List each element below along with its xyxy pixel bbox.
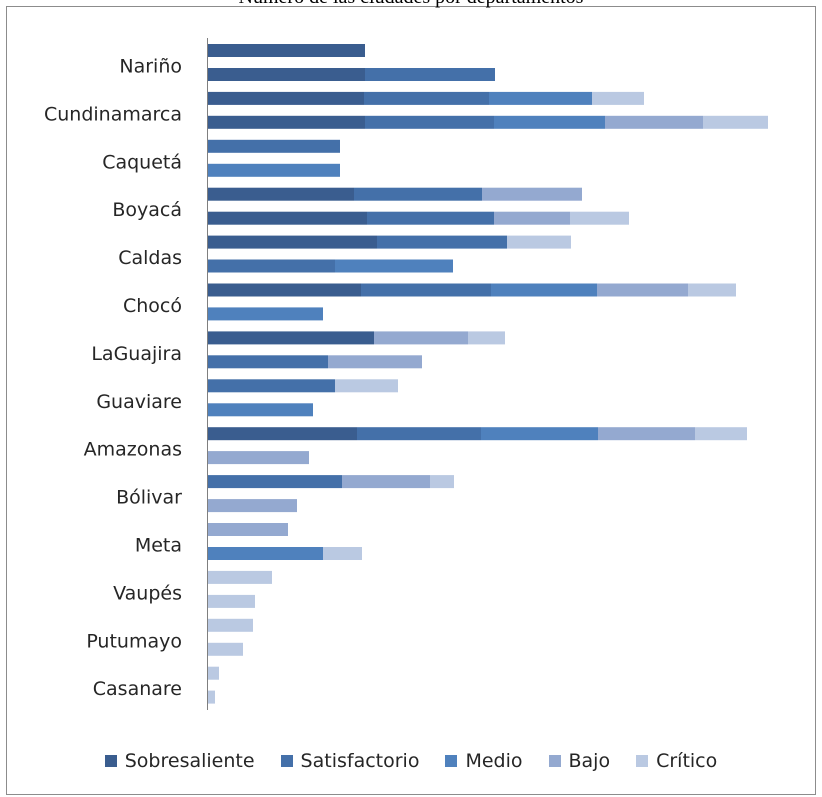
bar-segment-medio (208, 403, 313, 416)
bar-segment-bajo (374, 331, 468, 344)
legend-label: Satisfactorio (301, 750, 420, 772)
bar-segment-sobresaliente (208, 331, 374, 344)
bar-segment-satisfactorio (208, 140, 340, 153)
bar-segment-critico (695, 427, 747, 440)
bar-segment-bajo (208, 523, 288, 536)
legend-swatch (281, 755, 293, 767)
legend-label: Sobresaliente (125, 750, 255, 772)
bar-segment-medio (208, 307, 323, 320)
bar-segment-sobresaliente (208, 116, 365, 129)
legend-item: Satisfactorio (281, 750, 420, 772)
category-label: Putumayo (86, 630, 182, 652)
bar-segment-critico (208, 691, 215, 704)
category-label: Cundinamarca (44, 103, 182, 125)
bar-segment-satisfactorio (377, 236, 507, 249)
bar-segment-satisfactorio (208, 355, 328, 368)
bar-segment-critico (507, 236, 571, 249)
bar-segment-satisfactorio (354, 188, 482, 201)
bar-segment-critico (430, 475, 454, 488)
legend: Sobresaliente Satisfactorio Medio Bajo Críti… (0, 750, 822, 772)
legend-item: Medio (445, 750, 522, 772)
legend-item: Crítico (636, 750, 717, 772)
bar-segment-sobresaliente (208, 188, 354, 201)
legend-swatch (549, 755, 561, 767)
category-label: Nariño (119, 56, 182, 78)
bar-group (208, 44, 768, 704)
category-label: Meta (135, 535, 182, 557)
bar-segment-critico (335, 379, 398, 392)
legend-swatch (636, 755, 648, 767)
bar-segment-bajo (494, 212, 570, 225)
legend-label: Bajo (569, 750, 611, 772)
legend-swatch (105, 755, 117, 767)
bar-segment-critico (703, 116, 768, 129)
legend-label: Crítico (656, 750, 717, 772)
category-labels: Nariño Cundinamarca Caquetá Boyacá Caldas Cho… (44, 56, 182, 701)
bar-segment-critico (592, 92, 644, 105)
legend-item: Bajo (549, 750, 611, 772)
bar-segment-critico (208, 643, 243, 656)
legend-swatch (445, 755, 457, 767)
bar-segment-bajo (597, 284, 688, 297)
bar-segment-critico (208, 595, 255, 608)
bar-segment-medio (208, 547, 323, 560)
bar-segment-satisfactorio (208, 260, 335, 273)
category-label: Chocó (123, 295, 182, 317)
bar-segment-medio (481, 427, 598, 440)
bar-segment-satisfactorio (357, 427, 481, 440)
bar-segment-critico (208, 619, 253, 632)
bar-segment-critico (688, 284, 736, 297)
category-label: Boyacá (112, 199, 182, 221)
category-label: Casanare (93, 678, 182, 700)
bar-segment-sobresaliente (208, 68, 365, 81)
bar-segment-medio (489, 92, 592, 105)
category-label: Caquetá (102, 151, 182, 173)
category-label: Guaviare (96, 391, 182, 413)
bar-segment-critico (208, 667, 219, 680)
bar-segment-satisfactorio (361, 284, 491, 297)
bar-segment-sobresaliente (208, 212, 367, 225)
bar-segment-bajo (342, 475, 430, 488)
bar-segment-medio (494, 116, 605, 129)
bar-segment-critico (208, 571, 272, 584)
bar-segment-bajo (208, 451, 309, 464)
bar-segment-sobresaliente (208, 44, 365, 57)
bar-segment-medio (491, 284, 597, 297)
bar-segment-medio (208, 164, 340, 177)
legend-item: Sobresaliente (105, 750, 255, 772)
bar-segment-satisfactorio (365, 68, 495, 81)
bar-segment-bajo (482, 188, 582, 201)
category-label: Bólivar (116, 487, 182, 509)
bar-segment-bajo (605, 116, 703, 129)
bar-segment-sobresaliente (208, 427, 357, 440)
bar-segment-satisfactorio (365, 116, 494, 129)
bar-segment-bajo (598, 427, 695, 440)
category-label: Vaupés (113, 582, 182, 604)
category-label: Amazonas (84, 439, 182, 461)
bar-segment-satisfactorio (367, 212, 494, 225)
bar-segment-medio (335, 260, 453, 273)
bar-segment-bajo (328, 355, 422, 368)
category-label: LaGuajira (91, 343, 182, 365)
bar-segment-satisfactorio (364, 92, 489, 105)
bar-segment-bajo (208, 499, 297, 512)
bar-segment-sobresaliente (208, 236, 377, 249)
bar-segment-sobresaliente (208, 284, 361, 297)
bar-segment-sobresaliente (208, 92, 364, 105)
legend-label: Medio (465, 750, 522, 772)
bar-segment-critico (323, 547, 362, 560)
category-label: Caldas (118, 247, 182, 269)
bar-segment-critico (468, 331, 505, 344)
bar-segment-satisfactorio (208, 379, 335, 392)
bar-segment-satisfactorio (208, 475, 342, 488)
bar-segment-critico (570, 212, 629, 225)
